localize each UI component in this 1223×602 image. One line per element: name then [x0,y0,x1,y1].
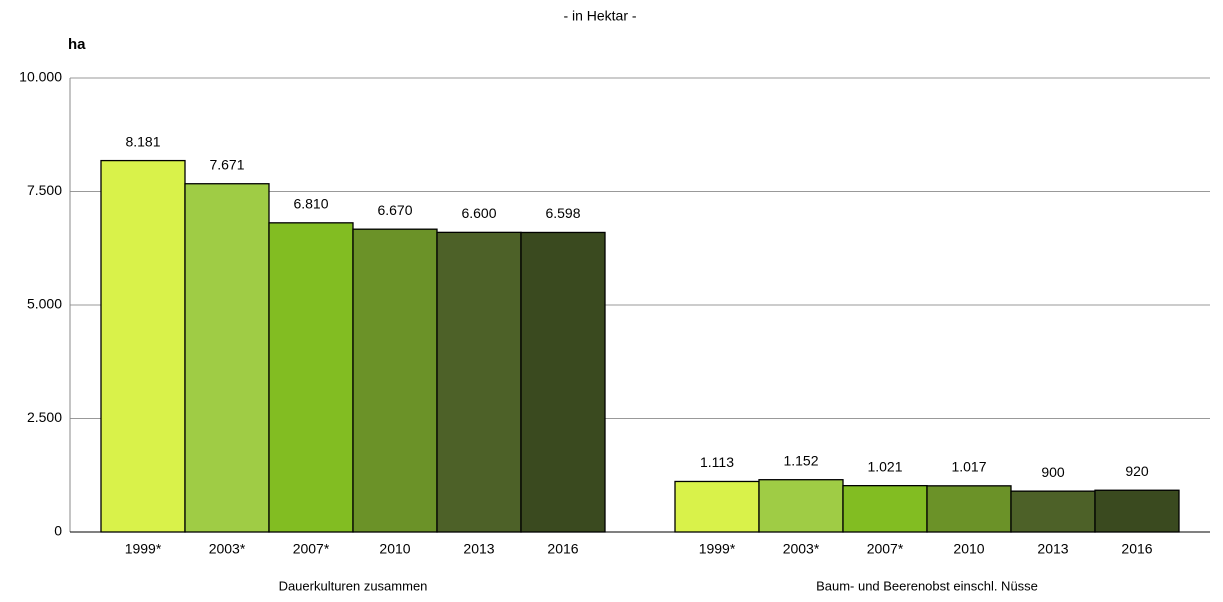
value-label: 1.017 [951,459,986,475]
value-label: 920 [1125,463,1149,479]
value-label: 6.600 [461,205,496,221]
y-tick-label: 10.000 [19,69,62,85]
value-label: 900 [1041,464,1065,480]
bar [758,479,844,533]
value-label: 1.152 [783,452,818,468]
y-tick-label: 5.000 [27,296,62,312]
series-label: 1999* [699,541,736,557]
y-tick-label: 0 [54,523,62,539]
bar [926,485,1012,533]
y-tick-label: 2.500 [27,409,62,425]
series-label: 2016 [1121,541,1152,557]
series-label: 2010 [953,541,984,557]
bar [674,480,760,533]
series-label: 2007* [293,541,330,557]
series-label: 2003* [209,541,246,557]
series-label: 2013 [463,541,494,557]
category-label: Dauerkulturen zusammen [279,578,428,593]
value-label: 7.671 [209,156,244,172]
bar [436,231,522,533]
bar [100,159,186,533]
value-label: 6.810 [293,196,328,212]
bar [1010,490,1096,533]
series-label: 2010 [379,541,410,557]
bar [1094,489,1180,533]
bar [184,183,270,533]
series-label: 1999* [125,541,162,557]
series-label: 2007* [867,541,904,557]
value-label: 6.670 [377,202,412,218]
chart-title: - in Hektar - [563,8,636,24]
value-label: 1.113 [700,454,734,470]
value-label: 6.598 [545,205,580,221]
category-label: Baum- und Beerenobst einschl. Nüsse [816,578,1038,593]
y-axis-label: ha [68,36,86,53]
y-tick-label: 7.500 [27,182,62,198]
series-label: 2013 [1037,541,1068,557]
bar [520,231,606,533]
bar [842,484,928,533]
bar [268,222,354,533]
series-label: 2016 [547,541,578,557]
value-label: 1.021 [867,458,902,474]
bar [352,228,438,533]
series-label: 2003* [783,541,820,557]
value-label: 8.181 [125,133,160,149]
